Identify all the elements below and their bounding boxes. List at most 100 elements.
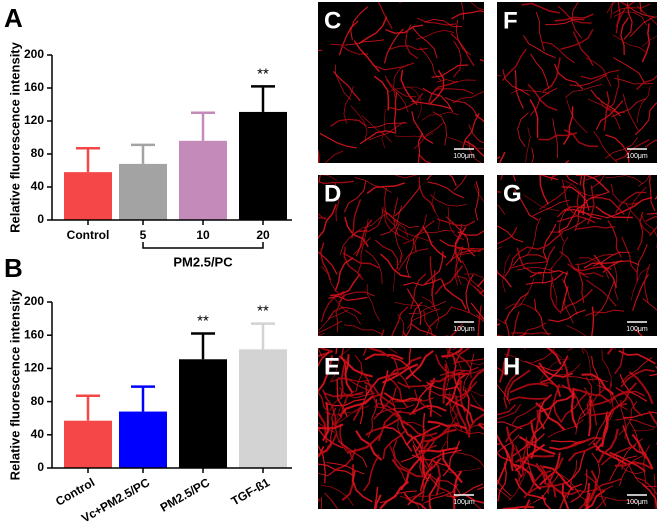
fibre — [390, 356, 422, 382]
fibre — [502, 254, 511, 293]
fibre — [612, 3, 651, 15]
fibre — [608, 455, 638, 482]
fibre — [511, 311, 520, 336]
panel-label: H — [503, 353, 520, 380]
fibre — [628, 463, 657, 487]
fibre — [595, 206, 633, 219]
fibre — [465, 274, 474, 313]
fibre — [646, 212, 657, 215]
fibre — [640, 214, 657, 249]
fibre — [338, 20, 359, 56]
fibre — [556, 205, 594, 218]
fibre — [595, 497, 607, 509]
fibre — [501, 48, 527, 82]
fibre — [421, 296, 440, 329]
fibre — [318, 348, 323, 359]
fibre — [424, 251, 444, 285]
fibre — [645, 216, 657, 222]
fibre — [508, 261, 549, 269]
fibre — [535, 364, 562, 398]
fibre — [452, 90, 484, 104]
fibre — [386, 79, 409, 113]
fibre — [559, 251, 589, 279]
panel-label: G — [503, 180, 522, 207]
fibre — [511, 278, 535, 310]
fibre — [318, 472, 329, 477]
fibre — [453, 40, 462, 78]
fibre — [366, 283, 381, 322]
fibre — [564, 83, 603, 99]
fibre — [529, 99, 539, 138]
x-tick-label: TGF-ß1 — [229, 475, 273, 508]
fibre — [550, 266, 557, 307]
fibre — [459, 368, 484, 398]
fibre — [634, 476, 657, 496]
fibre — [638, 175, 650, 187]
fibre — [442, 467, 482, 474]
fibre — [586, 279, 617, 307]
fibre — [634, 102, 657, 136]
fibre — [405, 238, 415, 277]
fibre — [557, 203, 586, 233]
fibre — [594, 281, 615, 317]
fibre — [461, 113, 480, 150]
y-tick-label: 200 — [24, 47, 44, 61]
fibre — [649, 225, 657, 237]
fibre — [510, 508, 518, 509]
fibre — [497, 421, 523, 430]
fibre — [569, 74, 608, 87]
fibre — [339, 230, 368, 256]
fibre — [559, 288, 593, 313]
fibre — [375, 62, 415, 71]
fibre — [381, 109, 386, 149]
fibre — [444, 395, 474, 423]
fibre — [391, 306, 409, 336]
fibre — [560, 392, 588, 423]
fibre — [395, 302, 434, 311]
fibre — [579, 257, 610, 279]
fibre — [549, 218, 587, 233]
fibre — [429, 256, 434, 297]
fibre — [535, 462, 557, 498]
fibre — [447, 136, 484, 150]
fibre — [605, 134, 630, 163]
fibre — [631, 433, 654, 470]
fibre — [514, 69, 524, 109]
fibre — [455, 19, 471, 56]
fibre — [636, 211, 644, 251]
fibre — [577, 191, 608, 216]
fibre — [643, 264, 651, 304]
fibre — [402, 421, 437, 441]
fibre — [419, 444, 438, 477]
fibre — [562, 106, 574, 145]
fibre — [428, 476, 440, 509]
fibre — [382, 428, 408, 460]
fibre — [542, 245, 556, 284]
fibre — [504, 319, 510, 336]
fibre — [623, 411, 657, 419]
micrograph: F 100μm — [497, 2, 657, 163]
fibre — [529, 269, 569, 278]
fibre — [610, 2, 614, 19]
fibre — [343, 85, 354, 124]
fibre — [455, 226, 467, 264]
fibre — [614, 191, 647, 214]
fibre — [629, 16, 657, 38]
fibre — [445, 216, 470, 248]
fibre — [591, 175, 606, 189]
fibre — [319, 132, 357, 149]
fibre — [635, 75, 657, 91]
fibre — [470, 302, 484, 322]
fibre — [518, 435, 556, 455]
bar — [64, 172, 112, 220]
fibre — [322, 401, 329, 442]
fibre — [341, 464, 355, 502]
fibre — [649, 175, 656, 212]
fibre — [620, 357, 653, 384]
fibre — [601, 408, 614, 448]
fibre — [393, 63, 409, 98]
fibre — [575, 175, 610, 193]
fibre — [419, 457, 442, 492]
fibre — [589, 478, 622, 501]
fibre — [587, 98, 626, 114]
